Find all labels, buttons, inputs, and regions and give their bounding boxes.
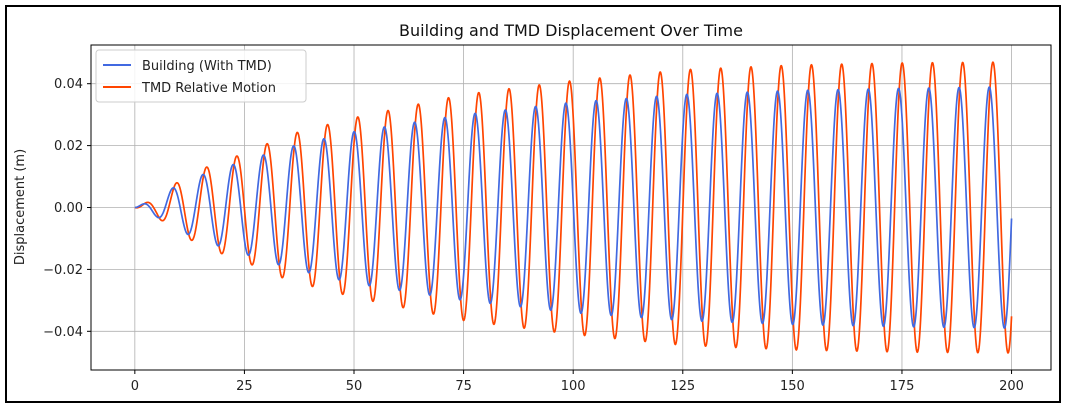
series-line-tmd	[134, 61, 1013, 354]
chart-svg: Building and TMD Displacement Over Time …	[13, 21, 1052, 394]
y-tick-label: 0.02	[54, 139, 83, 154]
x-tick-label: 25	[236, 379, 253, 394]
series-line-building	[134, 86, 1013, 329]
legend-label-tmd: TMD Relative Motion	[141, 81, 276, 96]
x-tick-label: 150	[780, 379, 805, 394]
grid-lines	[91, 45, 1051, 370]
y-axis-ticks: 0.04 0.02 0.00 −0.02 −0.04	[43, 77, 91, 340]
series-layer	[134, 61, 1013, 354]
chart-frame: Building and TMD Displacement Over Time …	[5, 5, 1061, 403]
x-tick-label: 50	[346, 379, 363, 394]
x-tick-label: 0	[131, 379, 139, 394]
legend-box	[95, 49, 307, 103]
x-tick-label: 100	[561, 379, 586, 394]
legend: Building (With TMD) TMD Relative Motion	[95, 49, 307, 103]
x-tick-label: 125	[670, 379, 695, 394]
x-tick-label: 75	[455, 379, 472, 394]
y-axis-label: Displacement (m)	[13, 149, 28, 265]
y-tick-label: −0.02	[43, 263, 83, 278]
chart-title: Building and TMD Displacement Over Time	[399, 21, 743, 40]
y-tick-label: −0.04	[43, 325, 83, 340]
legend-label-building: Building (With TMD)	[142, 59, 272, 74]
y-tick-label: 0.04	[54, 77, 83, 92]
x-axis-ticks: 0 25 50 75 100 125 150 175 200	[131, 370, 1024, 394]
y-tick-label: 0.00	[54, 201, 83, 216]
x-tick-label: 200	[999, 379, 1024, 394]
x-tick-label: 175	[890, 379, 915, 394]
